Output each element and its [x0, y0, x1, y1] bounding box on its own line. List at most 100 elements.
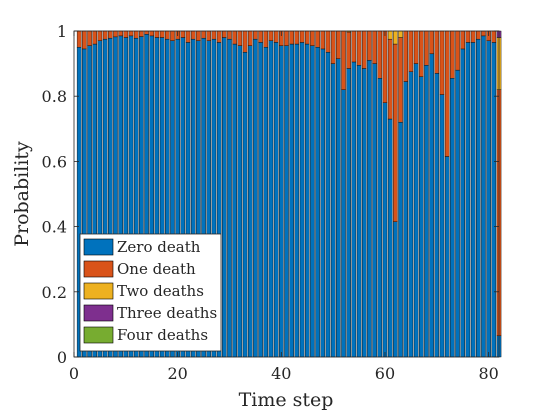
bar-segment-step-36-series-0	[258, 42, 263, 358]
bar-segment-step-66-series-0	[413, 63, 419, 358]
bar-segment-step-56-series-1	[361, 30, 367, 69]
y-tick-label: 0.4	[42, 218, 67, 237]
bar-segment-step-41-series-1	[284, 30, 289, 46]
legend-label-1: One death	[117, 260, 196, 278]
bar-segment-step-37-series-1	[263, 30, 269, 48]
bar-segment-step-11-series-1	[128, 30, 134, 37]
bar-segment-step-17-series-1	[159, 30, 165, 38]
bar-segment-step-54-series-0	[351, 61, 357, 358]
bar-segment-step-68-series-0	[424, 65, 429, 358]
bar-segment-step-46-series-1	[310, 30, 315, 46]
bar-segment-step-47-series-1	[315, 30, 320, 48]
bar-segment-step-78-series-1	[476, 30, 481, 40]
y-tick-label: 0.2	[42, 283, 67, 302]
x-tick-label: 60	[375, 364, 395, 383]
bar-segment-step-54-series-1	[351, 30, 357, 63]
bar-segment-step-41-series-0	[284, 45, 289, 358]
bar-segment-step-50-series-1	[330, 30, 336, 64]
legend-swatch-2	[83, 282, 114, 300]
bar-segment-step-40-series-0	[279, 45, 284, 358]
bar-segment-step-76-series-1	[465, 30, 471, 43]
bar-segment-step-47-series-0	[315, 47, 320, 358]
legend-swatch-1	[83, 260, 114, 278]
legend-swatch-4	[83, 326, 114, 344]
legend-swatch-0	[83, 238, 114, 256]
axes-box	[73, 30, 500, 358]
bar-segment-step-27-series-1	[211, 30, 217, 40]
bar-segment-step-15-series-1	[149, 30, 155, 37]
bar-segment-step-48-series-1	[320, 30, 326, 50]
legend-swatch-3	[83, 304, 114, 322]
bar-segment-step-63-series-1	[398, 37, 403, 123]
legend-items: Zero death One death Two deaths Three death…	[83, 238, 217, 344]
bar-segment-step-73-series-0	[450, 78, 455, 358]
bar-segment-step-58-series-0	[372, 63, 377, 358]
bar-segment-step-51-series-1	[336, 30, 341, 59]
bar-segment-step-61-series-1	[387, 38, 393, 120]
bar-segment-step-38-series-0	[268, 40, 274, 358]
bar-segment-step-18-series-1	[165, 30, 170, 40]
bar-segment-step-68-series-1	[424, 30, 429, 66]
bar-segment-step-59-series-0	[377, 78, 383, 358]
bar-segment-step-35-series-1	[253, 30, 258, 40]
legend-label-3: Three deaths	[117, 304, 217, 322]
bar-segment-step-33-series-0	[242, 51, 248, 358]
bar-segment-step-62-series-0	[393, 221, 398, 358]
bar-segment-step-4-series-1	[92, 30, 98, 45]
legend: Zero death One death Two deaths Three death…	[79, 233, 222, 352]
bar-segment-step-25-series-1	[201, 30, 206, 39]
bar-segment-step-53-series-1	[346, 31, 351, 69]
bar-segment-step-69-series-1	[429, 30, 434, 55]
bar-segment-step-46-series-0	[310, 45, 315, 358]
x-ticks: 0 20 40 60 80	[69, 31, 499, 383]
bar-segment-step-76-series-0	[465, 42, 471, 358]
axes-layer	[73, 30, 500, 358]
bar-segment-step-71-series-1	[439, 30, 445, 95]
bar-segment-step-71-series-0	[439, 94, 445, 358]
bar-segment-step-36-series-1	[258, 30, 263, 43]
bar-segment-step-72-series-0	[444, 156, 450, 358]
bar-segment-step-49-series-1	[325, 30, 331, 53]
bar-segment-step-42-series-0	[289, 43, 294, 358]
bar-segment-step-74-series-1	[455, 30, 460, 71]
bar-segment-step-67-series-1	[418, 30, 424, 77]
bar-segment-step-30-series-1	[227, 30, 232, 40]
bar-segment-step-64-series-1	[403, 30, 408, 82]
bar-segment-step-77-series-1	[470, 30, 476, 43]
bar-segment-step-14-series-1	[144, 30, 149, 35]
bar-segment-step-2-series-1	[82, 30, 87, 50]
x-axis-label: Time step	[239, 389, 334, 411]
bar-segment-step-72-series-1	[444, 30, 450, 157]
bar-segment-step-52-series-0	[341, 89, 346, 358]
bar-segment-step-61-series-2	[387, 30, 393, 40]
bar-segment-step-29-series-1	[222, 30, 227, 38]
x-tick-label: 20	[167, 364, 187, 383]
x-tick-label: 0	[69, 364, 79, 383]
bar-segment-step-39-series-0	[273, 42, 279, 358]
bar-segment-step-8-series-1	[113, 30, 118, 38]
bar-segment-step-1-series-1	[76, 30, 82, 48]
bar-segment-step-51-series-0	[336, 58, 341, 358]
y-tick-label: 0.8	[42, 87, 67, 106]
bar-segment-step-42-series-1	[289, 30, 294, 45]
bar-segment-step-33-series-1	[242, 30, 248, 53]
bar-segment-step-24-series-1	[196, 30, 201, 41]
y-axis-label: Probability	[11, 141, 33, 247]
bar-segment-step-5-series-1	[97, 30, 103, 41]
bar-segment-step-55-series-1	[356, 30, 362, 66]
bar-segment-step-44-series-0	[299, 42, 305, 358]
bar-segment-step-12-series-1	[133, 30, 139, 39]
bar-segment-step-43-series-0	[294, 43, 300, 358]
bar-segment-step-66-series-1	[413, 30, 419, 64]
bar-segment-step-52-series-1	[341, 30, 346, 90]
bar-segment-step-79-series-0	[481, 35, 486, 358]
bar-segment-step-26-series-1	[206, 30, 212, 41]
x-tick-label: 80	[478, 364, 498, 383]
bar-segment-step-30-series-0	[227, 38, 232, 358]
bar-segment-step-57-series-0	[367, 60, 372, 358]
legend-label-4: Four deaths	[117, 326, 208, 344]
bar-segment-step-60-series-0	[382, 102, 388, 358]
bar-segment-step-69-series-0	[429, 53, 434, 358]
bar-segment-step-45-series-1	[304, 30, 310, 45]
